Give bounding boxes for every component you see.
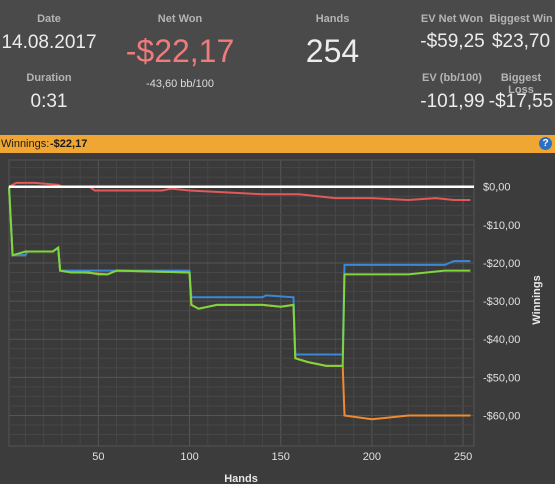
winnings-label: Winnings: xyxy=(1,138,50,150)
date-label: Date xyxy=(37,13,61,25)
grid-lines xyxy=(9,160,474,446)
x-axis-ticks: 50 100 150 200 250 xyxy=(92,451,472,463)
y-axis-ticks: $0,00 -$10,00 -$20,00 -$30,00 -$40,00 -$50,00… xyxy=(483,182,520,423)
biggest-loss-label: Biggest Loss xyxy=(500,72,542,96)
net-won-label: Net Won xyxy=(157,13,203,25)
y-tick-label: -$50,00 xyxy=(483,372,520,384)
duration-value: 0:31 xyxy=(30,91,68,112)
x-tick-label: 100 xyxy=(180,451,198,463)
duration-label: Duration xyxy=(26,72,72,84)
chart-series xyxy=(8,181,471,421)
session-stats-panel: Date 14.08.2017 Duration 0:31 Net Won -$… xyxy=(0,0,555,135)
ev-bb100-label: EV (bb/100) xyxy=(422,72,482,84)
ev-net-won-label: EV Net Won xyxy=(420,13,484,25)
x-tick-label: 150 xyxy=(272,451,290,463)
y-axis-label: Winnings xyxy=(531,275,543,324)
net-won-value: -$22,17 xyxy=(125,33,235,69)
x-tick-label: 200 xyxy=(363,451,381,463)
hands-value: 254 xyxy=(305,33,360,69)
y-tick-label: -$10,00 xyxy=(483,220,520,232)
y-tick-label: -$60,00 xyxy=(483,410,520,422)
biggest-loss-value: -$17,55 xyxy=(488,91,554,112)
ev-net-won-value: -$59,25 xyxy=(420,31,485,52)
x-tick-label: 250 xyxy=(454,451,472,463)
hands-label: Hands xyxy=(315,13,350,25)
y-tick-label: -$40,00 xyxy=(483,334,520,346)
date-value: 14.08.2017 xyxy=(1,32,97,53)
winnings-value: -$22,17 xyxy=(50,138,88,150)
y-tick-label: -$20,00 xyxy=(483,258,520,270)
x-tick-label: 50 xyxy=(92,451,104,463)
y-tick-label: -$30,00 xyxy=(483,296,520,308)
biggest-win-label: Biggest Win xyxy=(489,13,553,25)
plot-background xyxy=(8,159,475,447)
net-won-bb100: -43,60 bb/100 xyxy=(146,78,214,90)
help-icon[interactable]: ? xyxy=(539,137,552,150)
y-tick-label: $0,00 xyxy=(483,182,511,194)
series-line-4 xyxy=(8,186,471,367)
winnings-banner: Winnings: -$22,17 ? xyxy=(0,135,555,153)
biggest-win-value: $23,70 xyxy=(491,31,551,52)
ev-bb100-value: -101,99 xyxy=(420,91,485,112)
x-axis-label: Hands xyxy=(224,473,258,484)
